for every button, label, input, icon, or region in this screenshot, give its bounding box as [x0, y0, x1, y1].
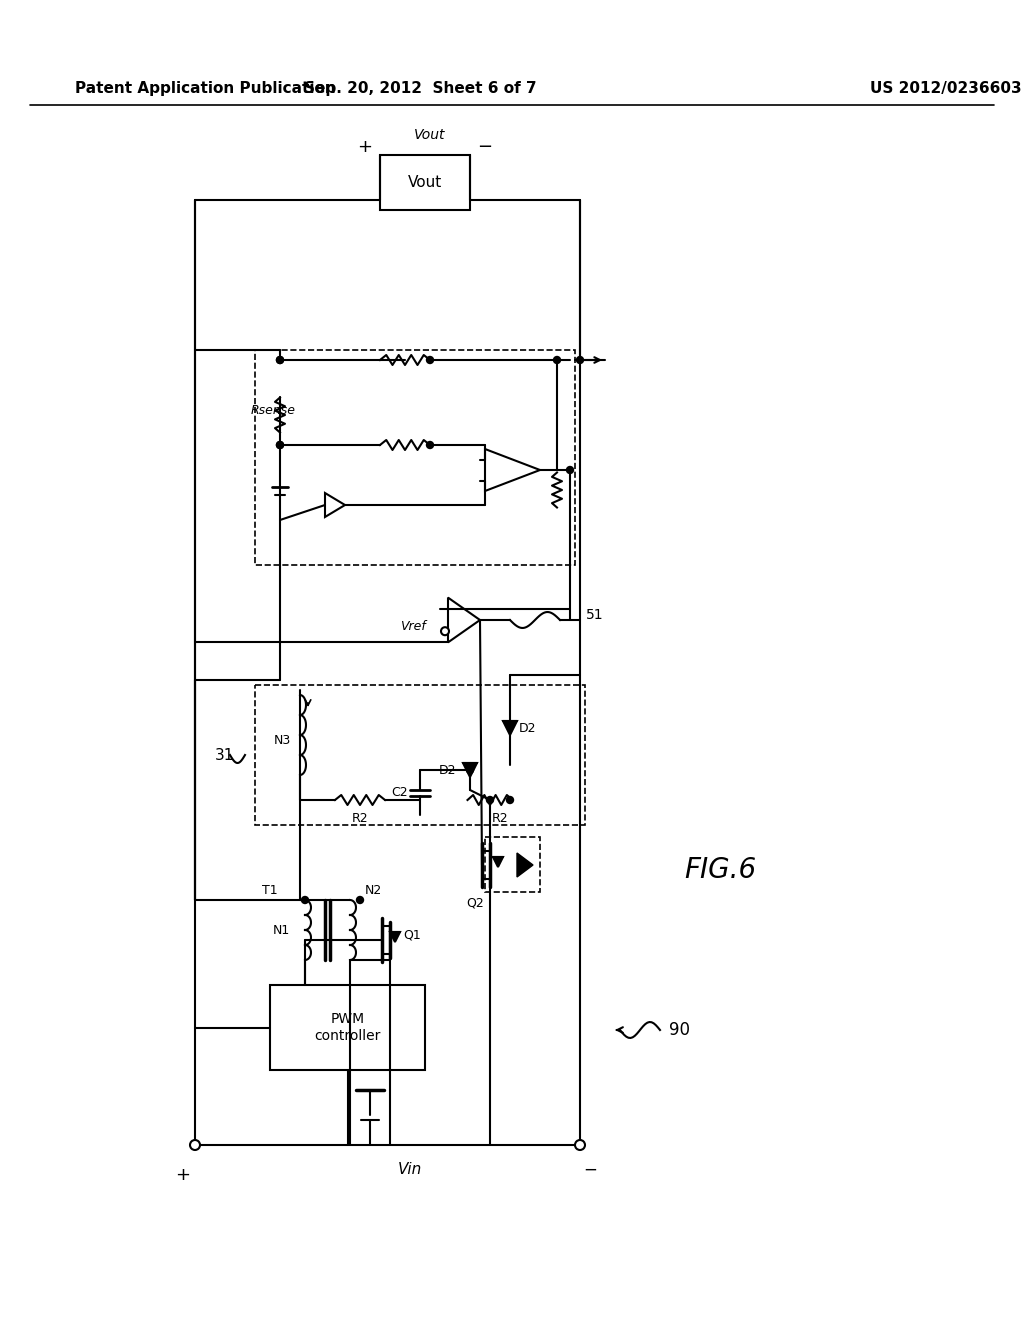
Text: C2: C2: [392, 785, 409, 799]
Circle shape: [356, 896, 364, 903]
Text: Vref: Vref: [400, 619, 426, 632]
Polygon shape: [493, 857, 503, 867]
Bar: [270, 985, 425, 1071]
Text: +: +: [357, 139, 373, 156]
Circle shape: [190, 1140, 200, 1150]
Text: T1: T1: [262, 883, 278, 896]
Circle shape: [467, 767, 473, 774]
Circle shape: [486, 796, 494, 804]
Text: N1: N1: [272, 924, 290, 936]
Text: Q1: Q1: [403, 928, 421, 941]
Text: −: −: [583, 1162, 597, 1179]
Text: 90: 90: [670, 1020, 690, 1039]
Circle shape: [441, 627, 449, 635]
Text: −: −: [477, 139, 493, 156]
Text: Vin: Vin: [398, 1163, 422, 1177]
Circle shape: [276, 441, 284, 449]
Text: Rsense: Rsense: [251, 404, 296, 417]
Bar: [255, 350, 575, 565]
Text: PWM
controller: PWM controller: [314, 1012, 381, 1043]
Circle shape: [577, 356, 584, 363]
Polygon shape: [517, 853, 534, 876]
Text: Vout: Vout: [408, 176, 442, 190]
Text: Q2: Q2: [466, 896, 484, 909]
Circle shape: [276, 441, 284, 449]
Text: R2: R2: [492, 812, 508, 825]
Text: N2: N2: [365, 883, 382, 896]
Text: Vout: Vout: [415, 128, 445, 143]
Text: D2: D2: [519, 722, 537, 734]
Circle shape: [276, 356, 284, 363]
Text: R2: R2: [351, 812, 369, 825]
Bar: [485, 837, 540, 892]
Circle shape: [427, 356, 433, 363]
Text: Patent Application Publication: Patent Application Publication: [75, 81, 336, 95]
Text: Sep. 20, 2012  Sheet 6 of 7: Sep. 20, 2012 Sheet 6 of 7: [304, 81, 537, 95]
Text: +: +: [175, 1166, 190, 1184]
Circle shape: [507, 796, 513, 804]
Circle shape: [301, 896, 308, 903]
Text: 31: 31: [215, 747, 234, 763]
Circle shape: [554, 356, 560, 363]
Polygon shape: [503, 721, 517, 735]
Circle shape: [427, 441, 433, 449]
Text: D2: D2: [439, 764, 457, 777]
Text: US 2012/0236603 A1: US 2012/0236603 A1: [870, 81, 1024, 95]
Circle shape: [276, 356, 284, 363]
Circle shape: [575, 1140, 585, 1150]
Circle shape: [566, 466, 573, 474]
Text: 51: 51: [586, 609, 604, 622]
Text: N3: N3: [273, 734, 291, 747]
Bar: [380, 154, 470, 210]
Polygon shape: [463, 763, 477, 777]
Text: FIG.6: FIG.6: [684, 855, 756, 884]
Polygon shape: [390, 932, 400, 942]
Bar: [255, 685, 585, 825]
